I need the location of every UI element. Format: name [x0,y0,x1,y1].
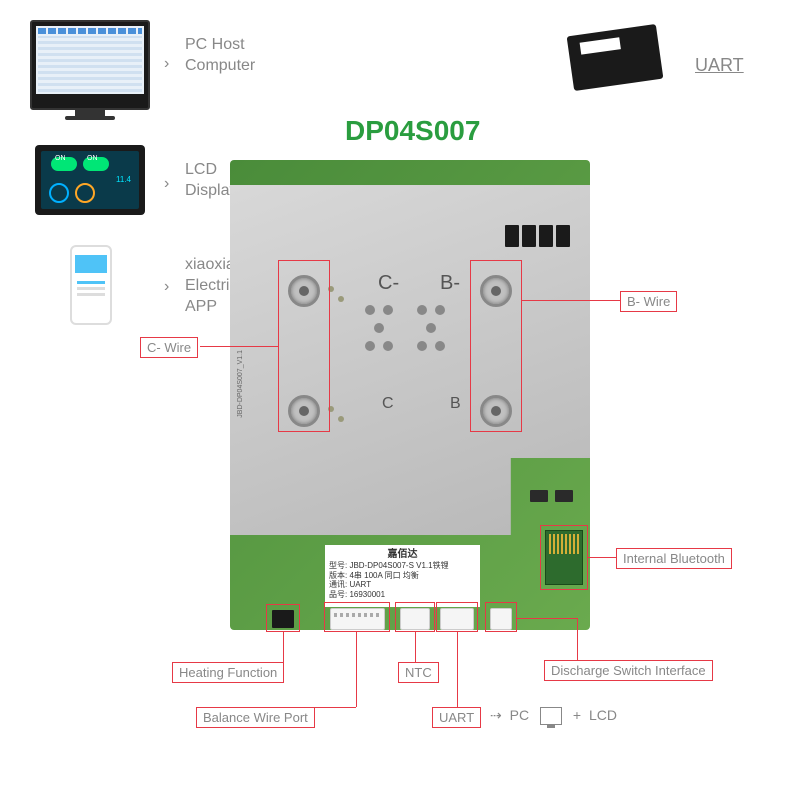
connector [522,225,536,247]
callout-line [283,632,284,662]
pc-label: PC Host Computer [185,35,255,77]
pad [338,296,344,302]
b-minus-label: B- [440,272,460,295]
arrow-icon: › [164,55,169,73]
chip [530,490,548,502]
heating-label: Heating Function [172,662,284,683]
connector [556,225,570,247]
vent-holes [365,305,445,355]
b-wire-label: B- Wire [620,291,677,312]
callout-line [522,300,622,301]
c-wire-label: C- Wire [140,337,198,358]
callout-line [517,618,577,619]
flow-lcd: LCD [589,707,617,723]
sticker-l1: 型号: JBD-DP04S007-S V1.1铁锂 [329,561,476,571]
connector [505,225,519,247]
arrow-icon: ⇢ [490,707,502,723]
uart-port-box [436,602,478,632]
ntc-box [395,602,435,632]
bt-box [540,525,588,590]
arrow-icon: › [164,278,169,296]
b-label: B [450,395,461,413]
sticker-brand: 嘉佰达 [329,549,476,561]
heating-box [266,604,300,632]
sticker-l2: 版本: 4串 100A 同口 均衡 [329,571,476,581]
callout-line [356,632,357,707]
chip [555,490,573,502]
ntc-label: NTC [398,662,439,683]
callout-line [457,632,458,707]
c-wire-box [278,260,330,432]
uart-label: UART [695,55,744,76]
c-label: C [382,395,394,413]
product-title: DP04S007 [345,115,480,147]
sticker-l4: 品号: 16930001 [329,590,476,600]
balance-box [324,602,390,632]
flow-row: ⇢ PC + LCD [490,707,617,725]
uart-port-label: UART [432,707,481,728]
discharge-label: Discharge Switch Interface [544,660,713,681]
balance-label: Balance Wire Port [196,707,315,728]
discharge-box [485,602,517,632]
b-wire-box [470,260,522,432]
phone-app [70,245,112,325]
plus-icon: + [573,707,581,723]
connector [539,225,553,247]
arrow-icon: › [164,175,169,193]
flow-pc: PC [510,707,529,723]
c-minus-label: C- [378,272,399,295]
callout-line [415,632,416,664]
callout-line [588,557,618,558]
monitor-icon [540,707,562,725]
callout-line [577,618,578,662]
side-text: JBD-DP04S007_V1.1 [237,350,244,418]
pc-monitor [30,20,150,110]
pad [338,416,344,422]
product-sticker: 嘉佰达 型号: JBD-DP04S007-S V1.1铁锂 版本: 4串 100… [325,545,480,607]
callout-line [200,346,278,347]
sticker-l3: 通讯: UART [329,580,476,590]
uart-module [570,30,660,85]
bt-label: Internal Bluetooth [616,548,732,569]
lcd-device: ON ON 11.4 [35,145,145,215]
